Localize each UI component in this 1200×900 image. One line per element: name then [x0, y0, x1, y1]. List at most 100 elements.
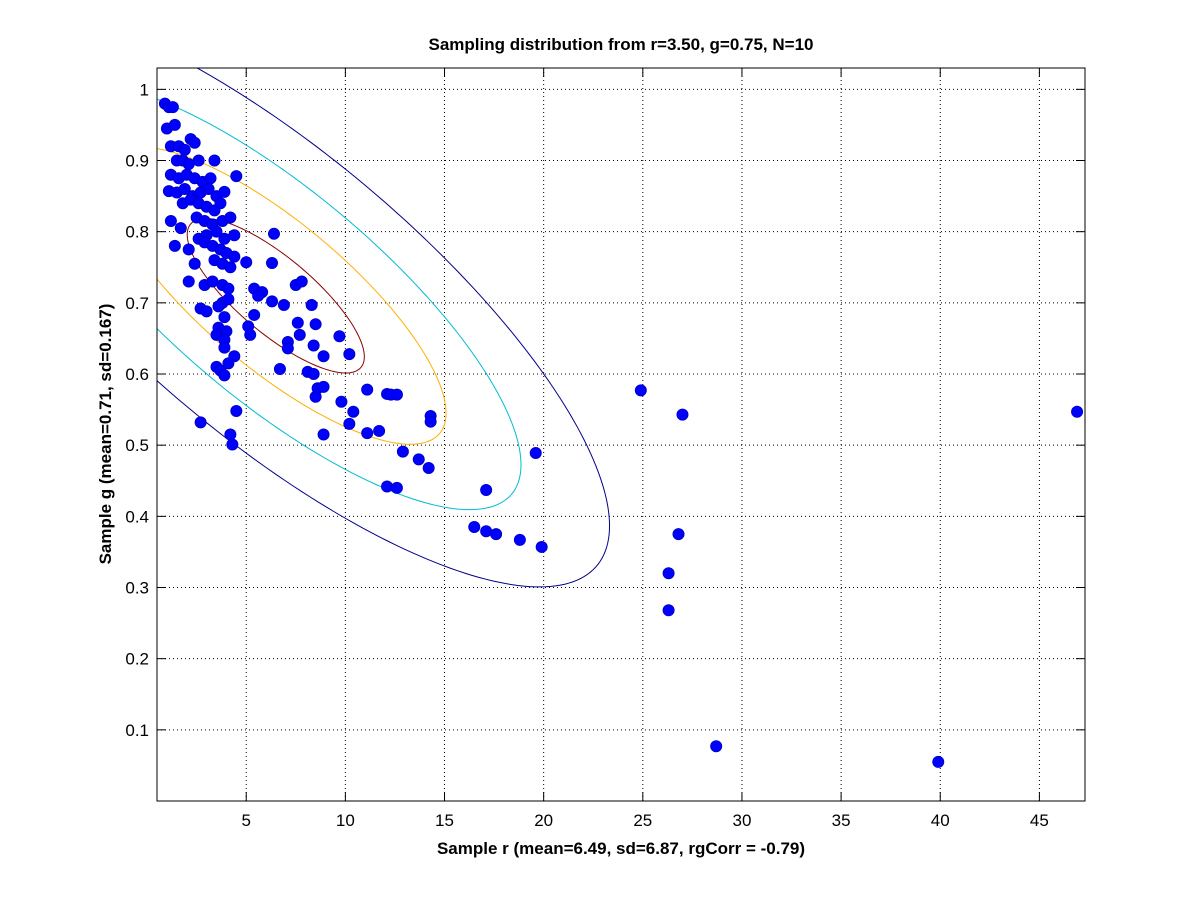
- data-point: [166, 101, 179, 114]
- data-point: [182, 158, 195, 171]
- data-point: [218, 232, 231, 245]
- contour-ellipse: [186, 217, 365, 374]
- x-tick-label: 45: [1030, 811, 1049, 830]
- data-point: [468, 521, 481, 534]
- x-tick-label: 25: [633, 811, 652, 830]
- data-points: [158, 97, 1084, 768]
- data-point: [218, 311, 231, 324]
- data-point: [224, 428, 237, 441]
- data-point: [224, 211, 237, 224]
- data-point: [204, 172, 217, 185]
- data-point: [335, 395, 348, 408]
- y-tick-label: 0.1: [125, 721, 149, 740]
- data-point: [513, 533, 526, 546]
- data-point: [230, 405, 243, 418]
- data-point: [672, 528, 685, 541]
- x-tick-label: 20: [534, 811, 553, 830]
- data-point: [224, 261, 237, 274]
- data-point: [206, 275, 219, 288]
- contour-ellipse: [157, 68, 611, 588]
- data-point: [208, 154, 221, 167]
- y-tick-label: 0.7: [125, 294, 149, 313]
- plot-area: [157, 68, 1085, 801]
- data-point: [343, 348, 356, 361]
- data-point: [228, 250, 241, 263]
- data-point: [226, 438, 239, 451]
- data-point: [174, 222, 187, 235]
- data-point: [273, 363, 286, 376]
- data-point: [293, 328, 306, 341]
- data-point: [218, 369, 231, 382]
- data-point: [164, 215, 177, 227]
- data-point: [662, 567, 675, 580]
- y-tick-label: 0.8: [125, 223, 149, 242]
- data-point: [634, 384, 647, 397]
- data-point: [182, 243, 195, 256]
- data-point: [333, 330, 346, 343]
- contour-ellipse: [157, 148, 447, 445]
- data-point: [240, 256, 253, 269]
- data-point: [529, 447, 542, 459]
- data-point: [305, 298, 318, 311]
- data-point: [309, 390, 322, 403]
- y-tick-label: 0.2: [125, 650, 149, 669]
- data-point: [373, 424, 386, 437]
- data-point: [178, 182, 191, 195]
- y-tick-label: 0.4: [125, 507, 149, 526]
- data-point: [307, 368, 320, 381]
- data-point: [1071, 405, 1084, 418]
- data-point: [192, 154, 205, 167]
- y-axis-label: Sample g (mean=0.71, sd=0.167): [96, 304, 115, 565]
- data-point: [309, 318, 322, 331]
- data-point: [317, 428, 330, 441]
- data-point: [390, 481, 403, 494]
- data-point: [291, 316, 304, 329]
- x-tick-label: 5: [241, 811, 250, 830]
- data-point: [490, 528, 503, 541]
- data-point: [214, 197, 227, 210]
- data-point: [210, 225, 223, 238]
- x-tick-label: 30: [732, 811, 751, 830]
- data-point: [248, 308, 261, 321]
- data-point: [710, 740, 723, 753]
- x-tick-label: 40: [931, 811, 950, 830]
- y-tick-label: 0.5: [125, 436, 149, 455]
- data-point: [182, 275, 195, 288]
- data-point: [267, 227, 280, 240]
- data-point: [222, 282, 235, 295]
- data-point: [381, 480, 394, 493]
- data-point: [412, 453, 425, 466]
- data-point: [932, 755, 945, 768]
- data-point: [222, 357, 235, 370]
- x-axis-label: Sample r (mean=6.49, sd=6.87, rgCorr = -…: [437, 839, 805, 858]
- contour-ellipses: [157, 68, 611, 588]
- data-point: [244, 328, 257, 341]
- y-tick-label: 1: [140, 80, 149, 99]
- data-point: [317, 380, 330, 393]
- data-point: [202, 182, 215, 195]
- data-point: [266, 295, 279, 308]
- data-point: [390, 388, 403, 401]
- data-point: [222, 293, 235, 306]
- data-point: [676, 408, 689, 421]
- data-point: [266, 256, 279, 269]
- data-point: [218, 185, 231, 198]
- y-tick-label: 0.3: [125, 579, 149, 598]
- data-point: [277, 298, 290, 311]
- data-point: [361, 427, 374, 440]
- data-point: [422, 461, 435, 474]
- data-point: [281, 342, 294, 355]
- data-point: [295, 275, 308, 288]
- data-point: [218, 341, 231, 354]
- data-point: [194, 416, 207, 429]
- grid-lines: [157, 68, 1085, 801]
- data-point: [396, 445, 409, 458]
- data-point: [178, 143, 191, 156]
- data-point: [228, 229, 241, 242]
- y-tick-label: 0.6: [125, 365, 149, 384]
- data-point: [230, 170, 243, 183]
- data-point: [317, 350, 330, 363]
- data-point: [212, 300, 225, 313]
